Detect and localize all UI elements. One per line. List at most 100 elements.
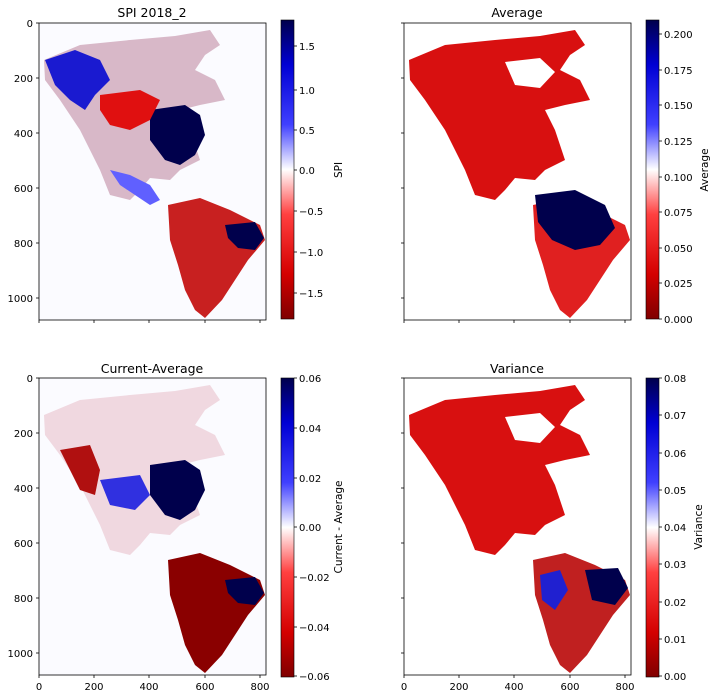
colorbar-tick-label: 0.200 [664,30,693,41]
colorbar-average [645,19,660,320]
x-tick-label: 400 [504,682,523,693]
y-tick-label: 600 [14,184,33,195]
map-current-average [44,385,265,673]
y-tick-label: 600 [14,539,33,550]
y-ticks-average [401,22,404,299]
x-tick-label: 600 [560,682,579,693]
colorbar-tick-label: 0.04 [299,424,321,435]
colorbar-tick-label: 0.06 [664,449,686,460]
y-tick-label: 400 [14,484,33,495]
colorbar-tick-label: 0.050 [664,244,693,255]
colorbar-tick-label: 0.06 [299,374,321,385]
y-tick-label: 200 [14,74,33,85]
x-tick-label: 400 [139,682,158,693]
colorbar-label-current-average: Current - Average [333,480,345,573]
colorbar-tick-label: 0.00 [664,672,686,683]
colorbar-tick-label: 0.5 [299,126,315,137]
colorbar-ticks-variance: 0.00 0.01 0.02 0.03 0.04 0.05 0.06 0.07 … [659,374,686,683]
axes-frame-average [403,22,632,321]
colorbar-tick-label: 0.07 [664,411,686,422]
panel-average: Average [401,5,711,326]
colorbar-tick-label: 0.00 [299,523,321,534]
colorbar-tick-label: 1.5 [299,42,315,53]
colorbar-current-average [280,377,295,678]
panel-spi: SPI 2018_2 0 200 400 600 800 1000 [8,5,345,323]
colorbar-variance [645,377,660,678]
colorbar-tick-label: 0.100 [664,173,693,184]
panel-title-average: Average [491,5,543,20]
south-america-east-darkblue [225,577,264,605]
colorbar-label-variance: Variance [693,504,705,549]
south-america-west-blue [540,570,568,610]
x-tick-label: 800 [615,682,634,693]
colorbar-label-spi: SPI [333,162,345,178]
panel-current-average: Current-Average 0 200 400 600 800 1000 [8,361,345,693]
panel-title-spi: SPI 2018_2 [117,5,186,20]
colorbar-tick-label: 0.03 [664,560,686,571]
colorbar-tick-label: 0.04 [664,523,686,534]
map-spi [44,30,265,318]
colorbar-tick-label: 0.01 [664,635,686,646]
colorbar-tick-label: −1.5 [299,289,323,300]
colorbar-tick-label: 1.0 [299,86,315,97]
colorbar-tick-label: 0.175 [664,66,693,77]
y-tick-label: 1000 [8,294,33,305]
north-america-center-blue [100,475,150,510]
colorbar-tick-label: 0.02 [299,474,321,485]
y-tick-label: 0 [27,374,33,385]
x-tick-label: 600 [195,682,214,693]
x-ticks-spi [38,320,261,323]
y-ticks-current-average: 0 200 400 600 800 1000 [8,374,39,660]
north-america-northeast-white [505,413,555,443]
colorbar-tick-label: 0.0 [299,166,315,177]
x-tick-label: 0 [36,682,42,693]
colorbar-tick-label: −1.0 [299,248,323,259]
panel-title-variance: Variance [490,361,544,376]
colorbar-tick-label: −0.02 [299,573,330,584]
colorbar-tick-label: 0.000 [664,315,693,326]
x-ticks-average [403,320,626,323]
north-america-east-darkblue [150,460,205,520]
y-tick-label: 0 [27,19,33,30]
colorbar-tick-label: 0.02 [664,598,686,609]
x-tick-label: 200 [449,682,468,693]
colorbar-tick-label: −0.5 [299,207,323,218]
y-tick-label: 800 [14,594,33,605]
colorbar-tick-label: −0.06 [299,672,330,683]
axes-frame-current-average [38,377,267,676]
colorbar-tick-label: 0.075 [664,208,693,219]
central-america [110,170,160,205]
colorbar-label-average: Average [699,148,711,191]
colorbar-tick-label: 0.025 [664,279,693,290]
panel-variance: Variance 0 200 400 600 [401,361,705,693]
y-tick-label: 200 [14,429,33,440]
colorbar-tick-label: 0.150 [664,101,693,112]
south-america-east-darkblue [225,222,264,250]
x-ticks-current-average: 0 200 400 600 800 [36,675,270,693]
axes-frame-spi [38,22,267,321]
x-tick-label: 800 [250,682,269,693]
map-average [409,30,630,318]
south-america-amazon-darkblue [535,190,615,250]
north-america-northeast-white [505,58,555,88]
colorbar-tick-label: −0.04 [299,623,330,634]
y-tick-label: 1000 [8,649,33,660]
colorbar-tick-label: 0.125 [664,137,693,148]
y-ticks-variance [401,377,404,654]
colorbar-tick-label: 0.08 [664,374,686,385]
axes-frame-variance [403,377,632,676]
y-ticks-spi: 0 200 400 600 800 1000 [8,19,39,305]
x-tick-label: 0 [401,682,407,693]
north-america-west-red [60,445,100,495]
colorbar-spi [280,19,295,320]
north-america-west-blue [45,50,110,110]
x-tick-label: 200 [84,682,103,693]
colorbar-ticks-spi: 1.5 1.0 0.5 0.0 −0.5 −1.0 −1.5 [294,42,323,300]
colorbar-tick-label: 0.05 [664,486,686,497]
colorbar-ticks-current-average: 0.06 0.04 0.02 0.00 −0.02 −0.04 −0.06 [294,374,330,683]
y-tick-label: 800 [14,239,33,250]
north-america-east-darkblue [150,105,205,165]
panel-title-current-average: Current-Average [101,361,204,376]
x-ticks-variance: 0 200 400 600 800 [401,675,635,693]
